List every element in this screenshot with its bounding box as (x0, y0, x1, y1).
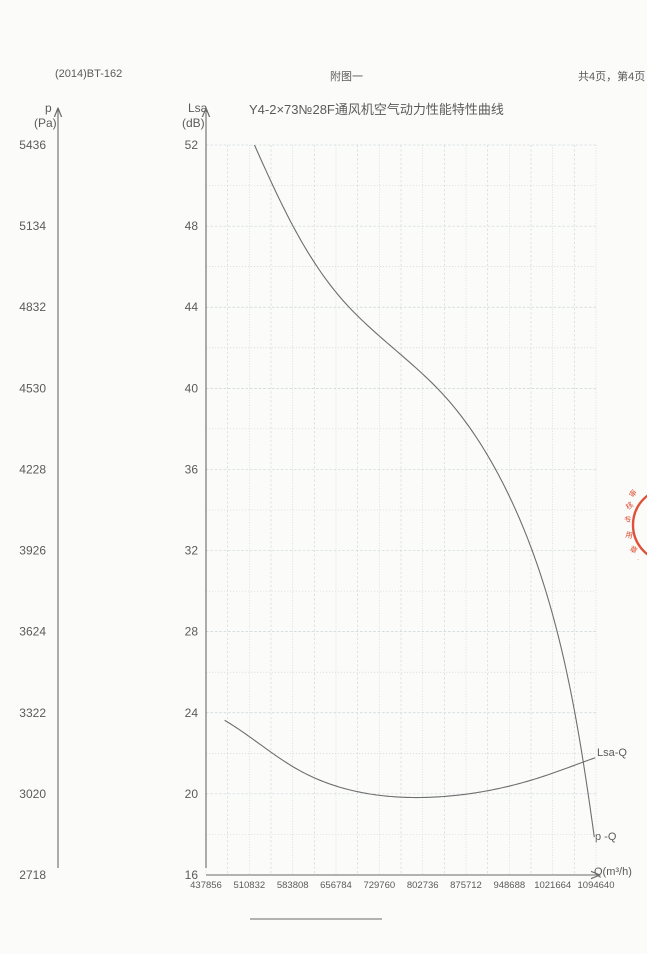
svg-text:3322: 3322 (19, 706, 46, 720)
svg-text:48: 48 (185, 219, 199, 233)
svg-text:20: 20 (185, 787, 199, 801)
svg-text:729760: 729760 (363, 880, 395, 891)
svg-text:1021664: 1021664 (534, 880, 571, 891)
svg-text:4228: 4228 (19, 462, 46, 476)
svg-text:·: · (634, 557, 641, 563)
svg-text:44: 44 (185, 300, 199, 314)
svg-text:28: 28 (185, 625, 199, 639)
svg-text:4832: 4832 (19, 300, 46, 314)
svg-text:3926: 3926 (19, 544, 46, 558)
svg-text:用: 用 (625, 530, 634, 540)
svg-text:36: 36 (185, 462, 199, 476)
svg-text:审: 审 (626, 487, 638, 499)
svg-text:437856: 437856 (190, 880, 222, 891)
svg-text:802736: 802736 (407, 880, 439, 891)
svg-text:32: 32 (185, 544, 199, 558)
svg-text:656784: 656784 (320, 880, 352, 891)
svg-text:948688: 948688 (493, 880, 525, 891)
svg-text:3020: 3020 (19, 787, 46, 801)
svg-text:583808: 583808 (277, 880, 309, 891)
svg-text:52: 52 (185, 138, 199, 152)
svg-text:40: 40 (185, 381, 199, 395)
svg-text:875712: 875712 (450, 880, 482, 891)
svg-text:核: 核 (623, 499, 635, 512)
svg-text:24: 24 (185, 706, 199, 720)
svg-text:5134: 5134 (19, 219, 46, 233)
svg-text:5436: 5436 (19, 138, 46, 152)
svg-text:专: 专 (623, 513, 633, 525)
svg-text:1094640: 1094640 (578, 880, 615, 891)
svg-text:2718: 2718 (19, 868, 46, 882)
svg-text:510832: 510832 (233, 880, 265, 891)
svg-text:3624: 3624 (19, 625, 46, 639)
svg-text:4530: 4530 (19, 381, 46, 395)
